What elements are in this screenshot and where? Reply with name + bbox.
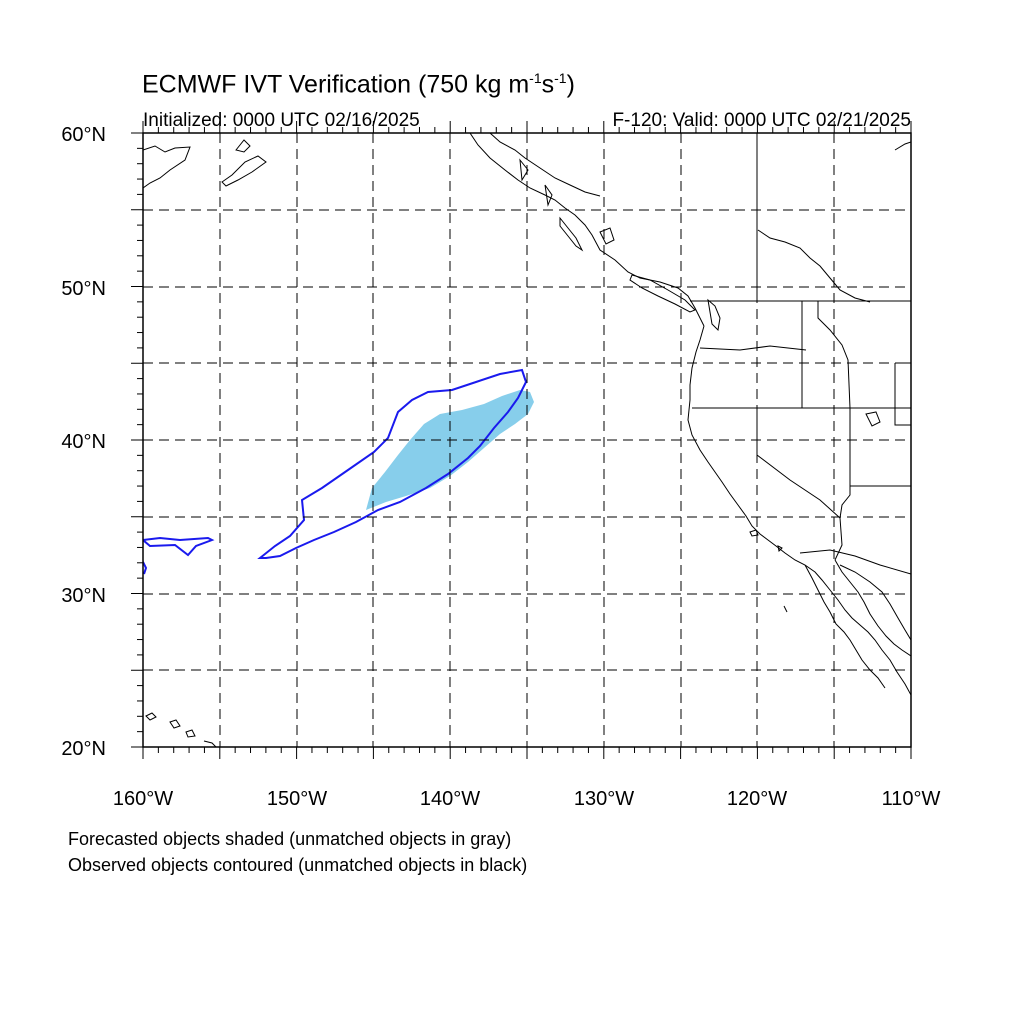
lat-label-50: 50°N (61, 278, 106, 300)
observed-object-edge (143, 561, 148, 575)
lat-label-20: 20°N (61, 738, 106, 760)
observed-object-west (143, 536, 215, 557)
observed-object-main (257, 368, 528, 559)
valid-time: F-120: Valid: 0000 UTC 02/21/2025 (612, 110, 911, 131)
lon-label-110: 110°W (882, 788, 941, 810)
tick-marks (131, 121, 912, 759)
legend-notes: Forecasted objects shaded (unmatched obj… (68, 826, 527, 878)
lat-label-40: 40°N (61, 431, 106, 453)
forecast-ivt-object (366, 390, 534, 510)
gridlines (143, 133, 911, 747)
lat-label-60: 60°N (61, 124, 106, 146)
lon-label-130: 130°W (574, 788, 634, 810)
borders (690, 133, 911, 575)
lat-label-30: 30°N (61, 585, 106, 607)
initialized-time: Initialized: 0000 UTC 02/16/2025 (143, 110, 420, 131)
lon-label-120: 120°W (727, 788, 787, 810)
observed-ivt-contours (143, 368, 528, 575)
note-observed: Observed objects contoured (unmatched ob… (68, 855, 528, 875)
lon-labels: 160°W 150°W 140°W 130°W 120°W 110°W (113, 788, 941, 810)
lon-label-140: 140°W (420, 788, 480, 810)
lon-label-160: 160°W (113, 788, 173, 810)
lon-label-150: 150°W (267, 788, 327, 810)
note-forecast: Forecasted objects shaded (unmatched obj… (68, 829, 512, 849)
map-title: ECMWF IVT Verification (750 kg m-1s-1) (142, 70, 575, 99)
lat-labels: 60°N 50°N 40°N 30°N 20°N (61, 124, 106, 760)
